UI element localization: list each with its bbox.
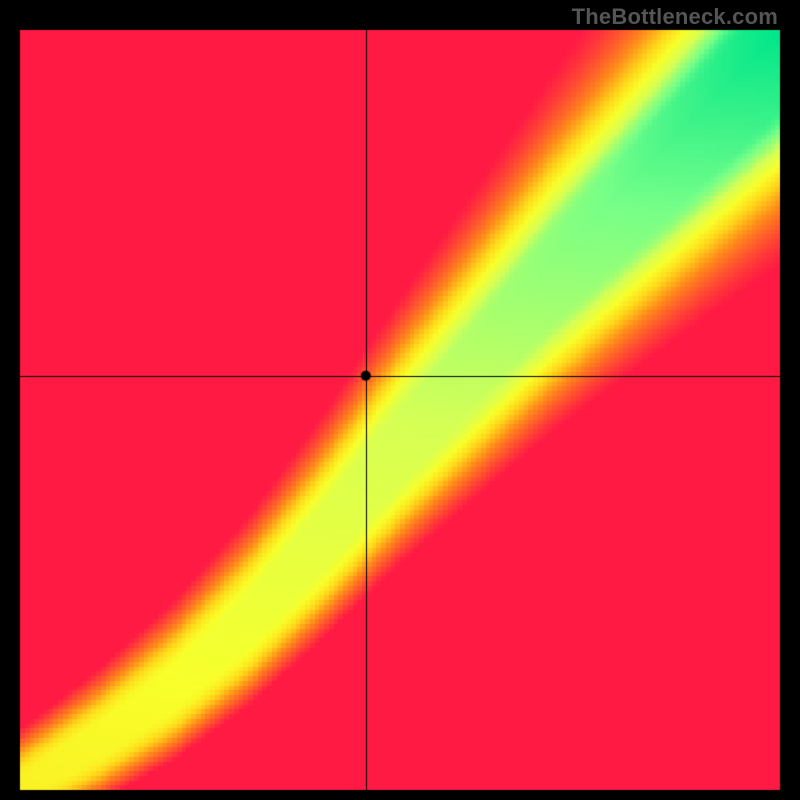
heatmap-canvas — [0, 0, 800, 800]
watermark-text: TheBottleneck.com — [572, 4, 778, 30]
